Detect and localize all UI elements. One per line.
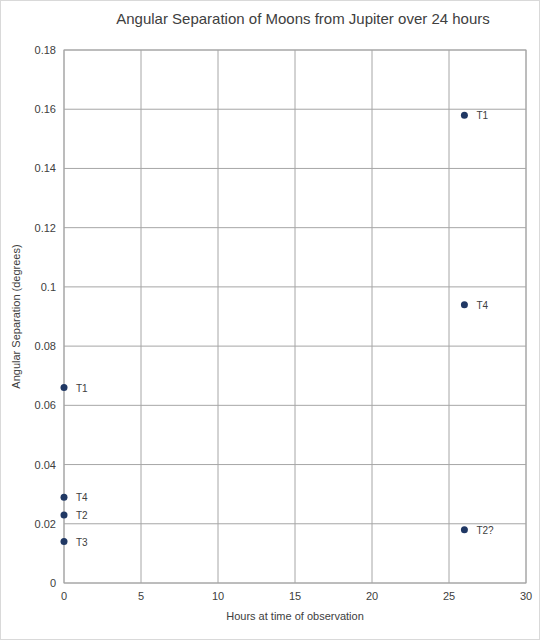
point-label: T1	[76, 383, 88, 394]
y-tick-label: 0.04	[35, 459, 56, 471]
x-grid-line	[449, 50, 450, 583]
point-labels: T1 T4 T2 T3 T1 T4 T2?	[76, 110, 494, 547]
y-tick-label: 0.06	[35, 399, 56, 411]
title: Angular Separation of Moons from Jupiter…	[116, 10, 490, 27]
plot-frame	[64, 50, 526, 583]
x-tick-label: 30	[520, 590, 532, 602]
background	[1, 1, 540, 640]
y-tick-label: 0.14	[35, 162, 56, 174]
point-label: T1	[476, 110, 488, 121]
point-label: T4	[76, 492, 88, 503]
y-tick-label: 0.16	[35, 103, 56, 115]
y-tick-label: 0.18	[35, 44, 56, 56]
point	[61, 384, 68, 391]
x-tick-label: 0	[61, 590, 67, 602]
chart: 0 0.02 0.04 0.06 0.08 0.1 0.12 0.14 0.16 0.18 0 5 10…	[0, 0, 540, 640]
x-grid-line	[218, 50, 219, 583]
x-tick-label: 20	[366, 590, 378, 602]
y-tick-label: 0.12	[35, 222, 56, 234]
y-tick-label: 0.02	[35, 518, 56, 530]
point	[61, 511, 68, 518]
x-tick-label: 5	[138, 590, 144, 602]
y-axis-label: Angular Separation (degrees)	[10, 244, 22, 388]
point-label: T4	[476, 300, 488, 311]
marks	[61, 112, 468, 545]
x-tick-label: 10	[212, 590, 224, 602]
x-grid-line	[295, 50, 296, 583]
point	[461, 301, 468, 308]
y-tick-label: 0.1	[41, 281, 56, 293]
x-grid-line	[372, 50, 373, 583]
x-tick-label: 25	[443, 590, 455, 602]
point-label: T2?	[476, 525, 494, 536]
y-tick-label: 0	[50, 577, 56, 589]
point-label: T3	[76, 537, 88, 548]
point	[461, 112, 468, 119]
point-label: T2	[76, 510, 88, 521]
x-tick-label: 15	[289, 590, 301, 602]
y-tick-label: 0.08	[35, 340, 56, 352]
point	[461, 526, 468, 533]
point	[61, 538, 68, 545]
point	[61, 494, 68, 501]
x-grid-line	[141, 50, 142, 583]
x-axis-label: Hours at time of observation	[226, 610, 364, 622]
